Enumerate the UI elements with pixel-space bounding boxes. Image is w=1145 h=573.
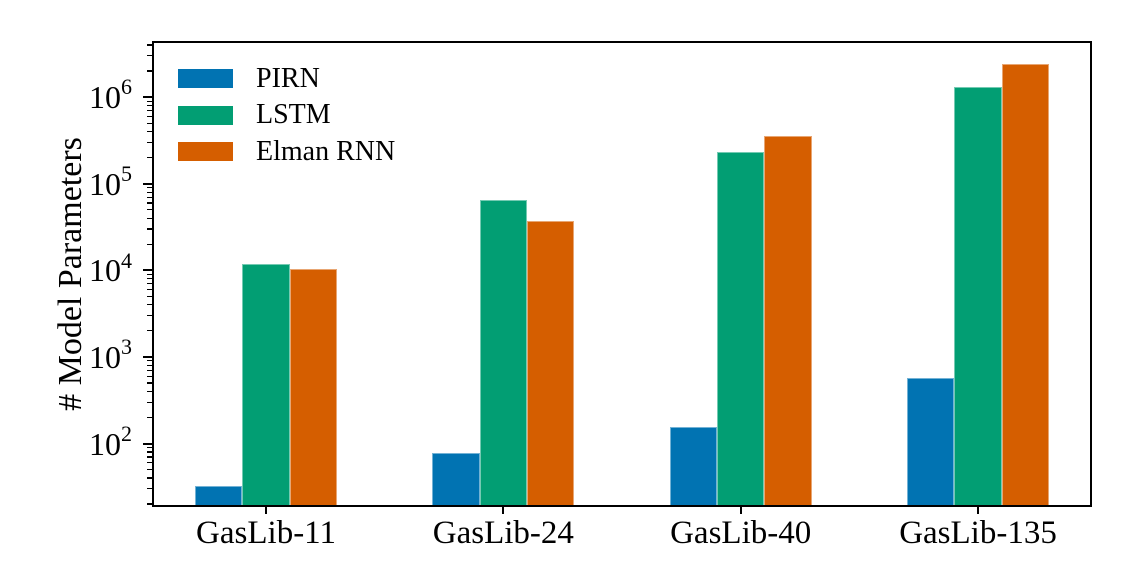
y-minor-tick	[146, 196, 152, 198]
bar-lstm-gaslib-11	[242, 264, 290, 507]
y-minor-tick	[146, 382, 152, 384]
y-major-tick	[143, 182, 152, 185]
y-minor-tick	[146, 304, 152, 306]
legend-label: PIRN	[256, 62, 320, 94]
legend-label: LSTM	[256, 99, 331, 131]
y-minor-tick	[146, 462, 152, 464]
y-minor-tick	[146, 360, 152, 362]
y-minor-tick	[146, 283, 152, 285]
x-tick	[739, 507, 742, 514]
y-minor-tick	[146, 209, 152, 211]
y-minor-tick	[146, 141, 152, 143]
bar-pirn-gaslib-24	[432, 452, 480, 507]
y-minor-tick	[146, 70, 152, 72]
y-tick-label: 104	[89, 247, 132, 289]
y-minor-tick	[146, 202, 152, 204]
y-minor-tick	[146, 44, 152, 46]
legend-label: Elman RNN	[256, 135, 396, 167]
x-tick-label: GasLib-135	[899, 515, 1057, 551]
bar-lstm-gaslib-135	[954, 86, 1002, 507]
y-minor-tick	[146, 456, 152, 458]
y-minor-tick	[146, 446, 152, 449]
y-minor-tick	[146, 369, 152, 371]
legend-item-lstm: LSTM	[178, 99, 331, 131]
bar-elman-rnn-gaslib-11	[289, 269, 338, 507]
y-minor-tick	[146, 477, 152, 479]
plot-area	[152, 41, 1092, 507]
x-tick-label: GasLib-24	[432, 515, 574, 551]
y-minor-tick	[146, 243, 152, 245]
y-minor-tick	[146, 191, 152, 193]
y-minor-tick	[146, 503, 152, 505]
bar-elman-rnn-gaslib-24	[527, 220, 575, 507]
y-minor-tick	[146, 131, 152, 133]
y-tick-label: 102	[89, 420, 132, 462]
y-tick-label: 105	[89, 161, 132, 202]
x-tick-label: GasLib-40	[670, 515, 812, 551]
bar-lstm-gaslib-40	[716, 152, 765, 507]
y-minor-tick	[146, 488, 152, 490]
y-minor-tick	[146, 122, 152, 124]
y-major-tick	[143, 355, 152, 358]
bar-elman-rnn-gaslib-40	[764, 135, 812, 507]
y-minor-tick	[146, 273, 152, 275]
x-tick	[977, 507, 980, 514]
y-minor-tick	[146, 157, 152, 159]
y-minor-tick	[146, 401, 152, 403]
legend-swatch	[178, 105, 233, 125]
bar-pirn-gaslib-40	[669, 426, 717, 507]
legend-item-pirn: PIRN	[178, 63, 320, 95]
bar-lstm-gaslib-24	[479, 199, 528, 507]
legend-item-elman-rnn: Elman RNN	[178, 136, 395, 168]
bar-elman-rnn-gaslib-135	[1001, 64, 1050, 507]
legend-swatch	[178, 69, 233, 88]
y-minor-tick	[146, 104, 152, 107]
y-tick-label: 103	[89, 334, 132, 375]
bar-pirn-gaslib-11	[194, 486, 243, 507]
y-major-tick	[143, 269, 152, 272]
y-minor-tick	[146, 100, 152, 102]
y-minor-tick	[146, 228, 152, 230]
x-tick-label: GasLib-11	[196, 515, 336, 551]
y-minor-tick	[146, 390, 152, 392]
y-minor-tick	[146, 115, 152, 117]
y-major-tick	[143, 96, 152, 99]
y-minor-tick	[146, 55, 152, 57]
y-minor-tick	[146, 364, 152, 366]
y-minor-tick	[146, 295, 152, 297]
y-major-tick	[143, 442, 152, 445]
y-minor-tick	[146, 217, 152, 219]
y-minor-tick	[146, 416, 152, 419]
x-tick	[265, 507, 268, 514]
y-minor-tick	[146, 451, 152, 453]
bar-pirn-gaslib-135	[906, 378, 955, 507]
y-minor-tick	[146, 109, 152, 112]
y-minor-tick	[146, 315, 152, 317]
y-minor-tick	[146, 375, 152, 377]
y-minor-tick	[146, 288, 152, 291]
y-minor-tick	[146, 187, 152, 189]
x-tick	[502, 507, 505, 514]
y-minor-tick	[146, 330, 152, 332]
y-tick-label: 106	[89, 74, 132, 116]
y-minor-tick	[146, 469, 152, 471]
y-minor-tick	[146, 278, 152, 280]
legend-swatch	[178, 142, 233, 162]
